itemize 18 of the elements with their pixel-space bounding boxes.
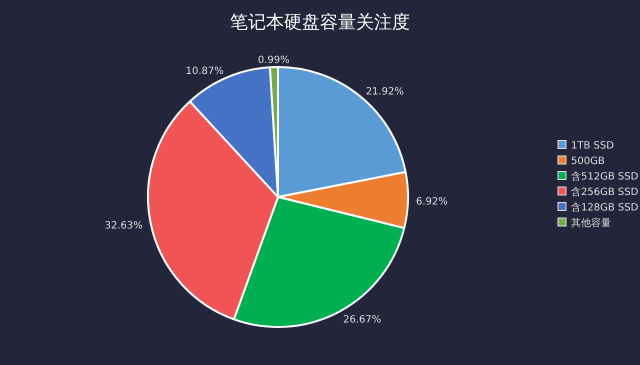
pie-slice <box>277 171 409 230</box>
chart-title: 笔记本硬盘容量关注度 <box>230 12 410 33</box>
data-label: 10.87% <box>186 66 224 78</box>
legend-label: 1TB SSD <box>571 140 614 152</box>
legend-label: 含256GB SSD <box>571 186 639 198</box>
legend-label: 其他容量 <box>571 217 611 229</box>
data-label: 21.92% <box>366 86 404 98</box>
pie-slice <box>188 66 279 198</box>
data-label: 26.67% <box>343 314 382 326</box>
legend-label: 含128GB SSD <box>571 202 639 214</box>
legend-label: 含512GB SSD <box>571 170 639 182</box>
data-label: 0.99% <box>258 55 290 66</box>
pie-slice <box>147 100 279 320</box>
pie-slice <box>277 66 407 198</box>
data-label: 6.92% <box>416 196 448 208</box>
legend-label: 500GB <box>571 156 605 167</box>
data-label: 32.63% <box>104 220 143 232</box>
pie-slice <box>232 196 406 328</box>
